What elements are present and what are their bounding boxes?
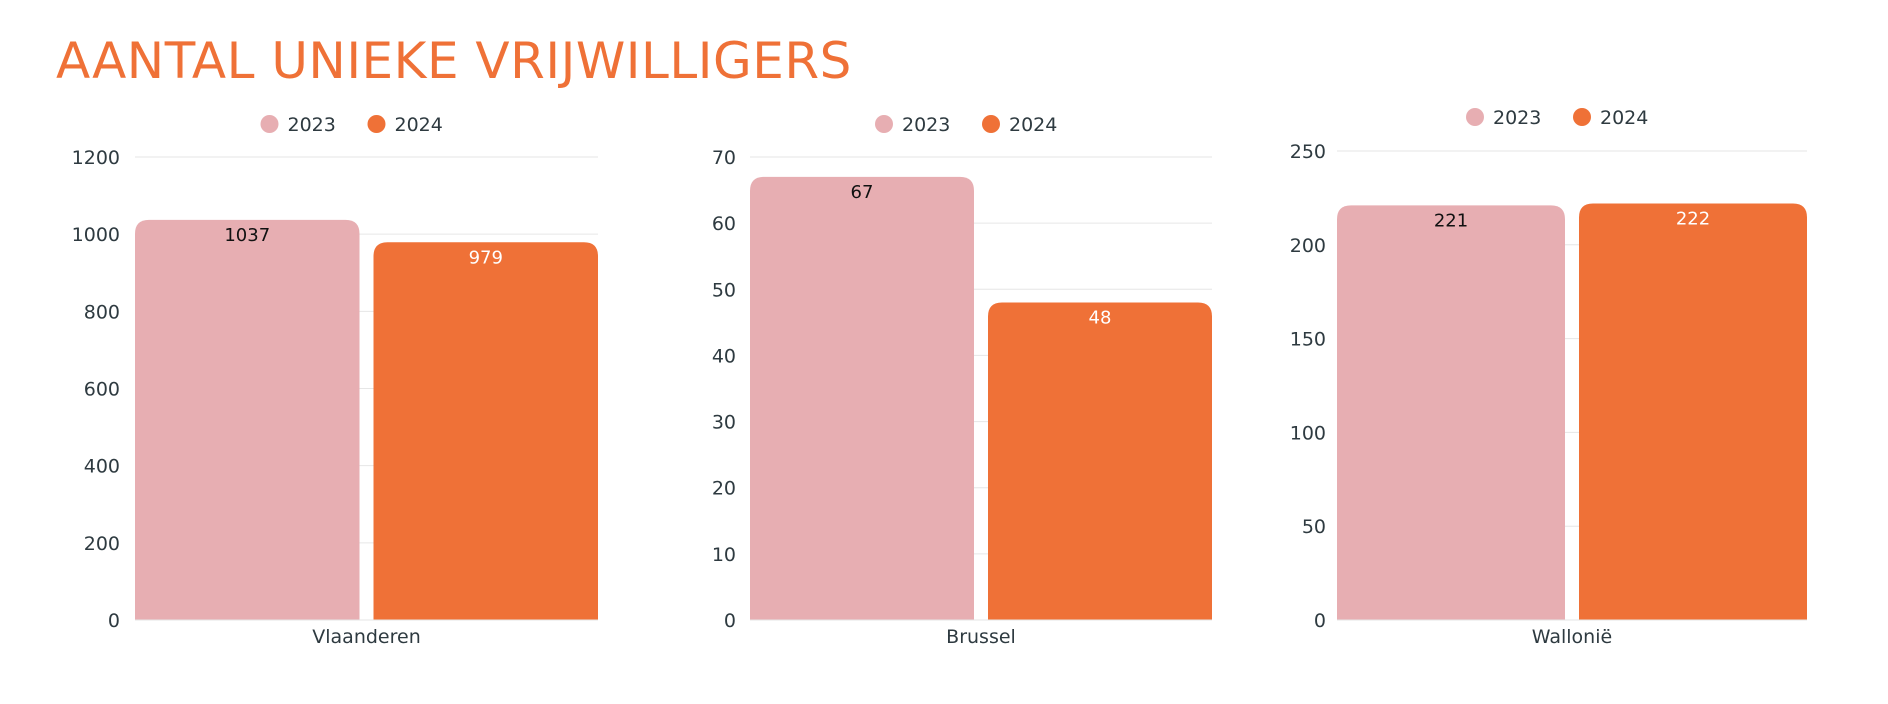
legend-item-2023: 2023 [1466,107,1541,129]
legend-swatch [367,115,386,133]
legend-label: 2023 [288,114,336,136]
y-tick-label: 200 [1290,235,1326,257]
legend-item-2024: 2024 [1573,107,1648,129]
legend-item-2023: 2023 [875,114,950,136]
x-category-label: Vlaanderen [312,626,420,648]
data-label: 222 [1676,209,1710,230]
y-tick-label: 50 [1302,516,1326,538]
y-tick-label: 10 [712,544,736,566]
data-label: 48 [1089,308,1112,329]
legend-swatch [260,115,279,133]
page-title: AANTAL UNIEKE VRIJWILLIGERS [56,32,852,90]
legend-label: 2024 [1600,107,1648,129]
y-tick-label: 0 [1314,610,1326,632]
y-tick-label: 1000 [72,224,120,246]
y-tick-label: 40 [712,345,736,367]
data-label: 67 [851,182,874,203]
legend-swatch [1573,108,1591,126]
y-tick-label: 30 [712,412,736,434]
y-tick-label: 1200 [72,147,120,169]
y-tick-label: 20 [712,478,736,500]
data-label: 979 [469,247,503,268]
y-tick-label: 250 [1290,141,1326,163]
bar-2024 [1579,203,1807,620]
y-tick-label: 0 [724,610,736,632]
y-tick-label: 50 [712,279,736,301]
y-tick-label: 150 [1290,329,1326,351]
y-tick-label: 200 [84,533,120,555]
legend-item-2023: 2023 [260,114,336,136]
y-tick-label: 100 [1290,422,1326,444]
legend-item-2024: 2024 [367,114,443,136]
data-label: 1037 [224,225,270,246]
y-tick-label: 400 [84,456,120,478]
x-category-label: Wallonië [1532,626,1612,648]
y-tick-label: 0 [108,610,120,632]
legend-item-2024: 2024 [982,114,1057,136]
chart-1: 0 200 400 600 800 1000 1200 1037 979 Vlaanderen 20… [72,114,598,648]
bar-2024 [988,302,1212,620]
bar-2023 [135,219,360,620]
data-label: 221 [1434,210,1468,231]
chart-2: 0 10 20 30 40 50 60 70 67 48 Brussel 2023 2024 [712,114,1212,648]
legend-label: 2024 [395,114,443,136]
x-category-label: Brussel [946,626,1016,648]
y-tick-label: 800 [84,301,120,323]
y-tick-label: 600 [84,379,120,401]
bar-2024 [373,242,598,620]
legend-label: 2023 [1493,107,1541,129]
legend-label: 2024 [1009,114,1057,136]
y-tick-label: 60 [712,213,736,235]
legend-swatch [982,115,1000,133]
bar-2023 [750,176,974,621]
bar-2023 [1337,205,1565,621]
y-tick-label: 70 [712,147,736,169]
legend-label: 2023 [902,114,950,136]
legend-swatch [875,115,893,133]
chart-3: 0 50 100 150 200 250 221 222 Wallonië 2023 2024 [1290,107,1807,648]
legend-swatch [1466,108,1484,126]
